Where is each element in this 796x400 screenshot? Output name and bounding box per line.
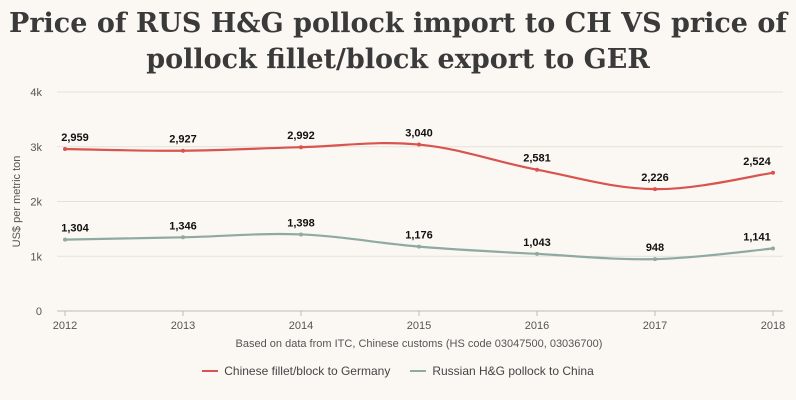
data-label-hg-pollock-china-2016: 1,043	[523, 237, 551, 249]
data-label-hg-pollock-china-2015: 1,176	[405, 230, 433, 242]
data-point-hg-pollock-china-2016[interactable]	[535, 251, 539, 256]
x-axis-title: Based on data from ITC, Chinese customs …	[236, 338, 603, 350]
y-tick-label-4k: 4k	[30, 87, 42, 99]
data-point-fillet-germany-2014[interactable]	[299, 145, 303, 150]
data-label-fillet-germany-2012: 2,959	[61, 132, 89, 144]
data-label-fillet-germany-2016: 2,581	[523, 153, 551, 165]
legend: Chinese fillet/block to Germany Russian …	[0, 364, 796, 378]
data-label-hg-pollock-china-2014: 1,398	[287, 217, 315, 229]
data-point-fillet-germany-2012[interactable]	[63, 146, 67, 151]
data-point-hg-pollock-china-2013[interactable]	[181, 235, 185, 240]
x-tick-label-2012: 2012	[53, 320, 77, 332]
legend-swatch-hg-pollock-china	[410, 370, 427, 372]
y-tick-label-3k: 3k	[30, 142, 42, 154]
data-label-fillet-germany-2018: 2,524	[743, 156, 771, 168]
data-label-hg-pollock-china-2017: 948	[646, 242, 664, 254]
legend-item-hg-pollock-china[interactable]: Russian H&G pollock to China	[410, 364, 594, 378]
data-label-fillet-germany-2015: 3,040	[405, 128, 433, 140]
data-label-hg-pollock-china-2018: 1,141	[743, 232, 771, 244]
y-tick-label-1k: 1k	[30, 251, 42, 263]
data-label-hg-pollock-china-2013: 1,346	[169, 220, 197, 232]
data-label-fillet-germany-2014: 2,992	[287, 130, 315, 142]
data-point-fillet-germany-2018[interactable]	[771, 170, 775, 175]
x-tick-label-2015: 2015	[407, 320, 431, 332]
data-label-fillet-germany-2017: 2,226	[641, 172, 669, 184]
y-tick-label-2k: 2k	[30, 197, 42, 209]
data-point-hg-pollock-china-2012[interactable]	[63, 237, 67, 242]
chart-title: Price of RUS H&G pollock import to CH VS…	[0, 6, 796, 78]
legend-label-hg-pollock-china: Russian H&G pollock to China	[432, 364, 594, 378]
data-point-fillet-germany-2017[interactable]	[653, 187, 657, 192]
legend-label-fillet-germany: Chinese fillet/block to Germany	[224, 364, 391, 378]
legend-item-fillet-germany[interactable]: Chinese fillet/block to Germany	[202, 364, 390, 378]
data-point-hg-pollock-china-2015[interactable]	[417, 244, 421, 249]
x-tick-label-2018: 2018	[761, 320, 785, 332]
data-point-fillet-germany-2015[interactable]	[417, 142, 421, 147]
x-tick-label-2016: 2016	[525, 320, 549, 332]
x-tick-label-2013: 2013	[171, 320, 195, 332]
legend-swatch-fillet-germany	[202, 370, 219, 372]
data-label-fillet-germany-2013: 2,927	[169, 134, 197, 146]
y-tick-label-0: 0	[36, 306, 42, 318]
data-point-fillet-germany-2013[interactable]	[181, 148, 185, 153]
data-point-fillet-germany-2016[interactable]	[535, 167, 539, 172]
data-point-hg-pollock-china-2014[interactable]	[299, 232, 303, 237]
chart-title-line-1: Price of RUS H&G pollock import to CH VS…	[9, 8, 787, 39]
data-label-hg-pollock-china-2012: 1,304	[61, 223, 89, 235]
x-tick-label-2017: 2017	[643, 320, 667, 332]
data-point-hg-pollock-china-2018[interactable]	[771, 246, 775, 251]
data-point-hg-pollock-china-2017[interactable]	[653, 257, 657, 262]
x-tick-label-2014: 2014	[289, 320, 313, 332]
chart-title-line-2: pollock fillet/block export to GER	[146, 44, 650, 75]
y-axis-title: US$ per metric ton	[11, 156, 23, 248]
